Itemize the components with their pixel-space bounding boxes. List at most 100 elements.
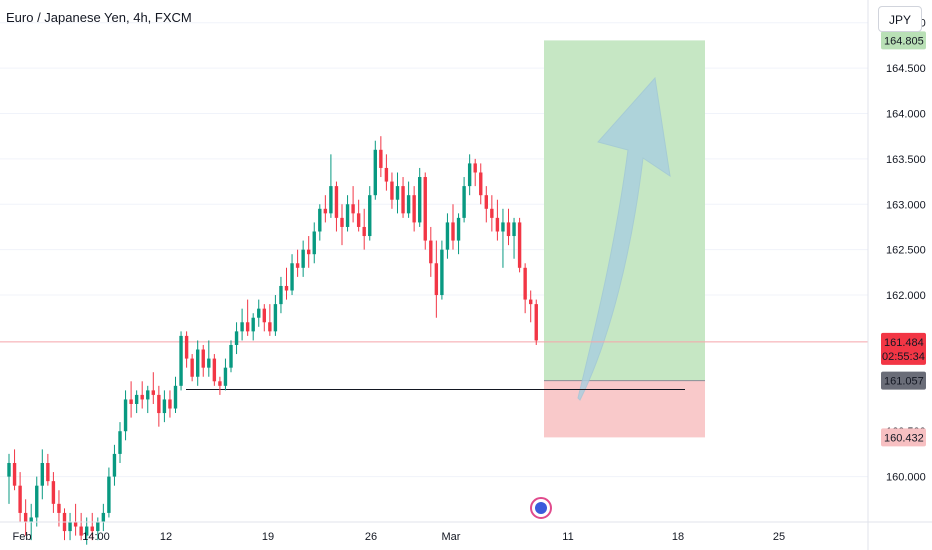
target-price-label: 164.805: [884, 35, 924, 47]
candle: [18, 485, 22, 513]
candle: [29, 517, 33, 522]
candle: [418, 177, 422, 223]
candle: [512, 222, 516, 237]
candle: [68, 522, 72, 532]
candle: [23, 512, 28, 522]
candle: [473, 163, 477, 173]
candle: [12, 462, 17, 486]
candle: [356, 213, 361, 227]
stop-price-label: 160.432: [884, 432, 924, 444]
target-price-label-bg: [881, 31, 926, 50]
candle: [529, 299, 533, 305]
candle: [257, 308, 261, 318]
candle: [456, 217, 461, 241]
loss-zone: [544, 380, 705, 438]
candle: [401, 186, 405, 214]
candle: [501, 222, 505, 232]
candle: [467, 163, 472, 187]
candle: [307, 249, 311, 255]
candle: [329, 186, 333, 214]
candle: [523, 267, 527, 300]
candle: [262, 308, 266, 323]
candle: [240, 322, 244, 332]
candle: [101, 512, 106, 522]
entry-price-label: 161.057: [884, 376, 924, 388]
candle: [85, 526, 89, 536]
candle: [384, 167, 389, 182]
candle: [190, 358, 194, 377]
candle: [229, 344, 233, 368]
candle: [201, 349, 205, 368]
candle: [479, 172, 483, 196]
last-price-label-bg: [881, 332, 926, 365]
candle: [279, 285, 283, 305]
candle: [179, 335, 183, 386]
candle: [7, 462, 11, 477]
candle: [234, 331, 239, 345]
candle: [445, 222, 450, 250]
countdown-label: 02:55:34: [882, 351, 925, 363]
candle: [429, 240, 433, 264]
candle: [412, 195, 416, 223]
candle: [162, 399, 167, 414]
candle: [273, 304, 278, 332]
candle: [434, 263, 439, 296]
y-tick-label: 163.500: [886, 154, 926, 166]
candle: [345, 204, 350, 227]
candle: [368, 195, 372, 237]
candle: [379, 149, 383, 168]
candle: [506, 222, 511, 237]
candle: [173, 385, 178, 409]
stop-price-label-bg: [881, 428, 926, 447]
candle: [112, 453, 117, 477]
arrow-drawing: [577, 76, 671, 401]
candle: [140, 394, 144, 400]
candle: [290, 263, 294, 291]
candle: [268, 322, 272, 332]
candle: [406, 195, 411, 214]
y-tick-label: 164.000: [886, 108, 926, 120]
symbol-title[interactable]: Euro / Japanese Yen, 4h, FXCM: [6, 10, 192, 25]
candle: [462, 186, 466, 218]
candle: [534, 304, 538, 341]
candle: [340, 217, 344, 227]
candle: [134, 394, 139, 404]
entry-price-label-bg: [881, 371, 926, 390]
candle: [129, 399, 133, 404]
candle: [90, 526, 94, 532]
candle: [390, 181, 394, 200]
candle: [295, 263, 300, 268]
candle: [123, 399, 128, 432]
currency-button[interactable]: JPY: [878, 6, 922, 32]
candle: [440, 249, 444, 296]
candle: [168, 399, 172, 409]
candle: [451, 222, 455, 241]
candle: [146, 390, 150, 400]
candle: [79, 526, 83, 536]
candle: [362, 226, 366, 237]
candle: [395, 186, 400, 200]
y-tick-label: 162.500: [886, 245, 926, 257]
candle: [157, 394, 161, 414]
candle: [107, 476, 111, 513]
candle: [184, 335, 189, 359]
candle: [35, 485, 39, 518]
x-tick-label: Feb: [13, 531, 32, 543]
x-tick-label: Mar: [442, 531, 461, 543]
candle: [57, 503, 61, 513]
candle: [334, 186, 339, 218]
candle: [284, 285, 289, 291]
candle: [212, 358, 217, 382]
candle: [373, 149, 377, 196]
candle: [151, 390, 155, 395]
candle: [495, 217, 500, 232]
last-price-label: 161.484: [884, 337, 924, 349]
candle: [351, 204, 355, 214]
candle: [73, 522, 78, 527]
x-tick-label: 19: [262, 531, 274, 543]
candle: [251, 317, 255, 332]
event-icon-inner: [535, 502, 547, 514]
candle: [196, 349, 200, 377]
